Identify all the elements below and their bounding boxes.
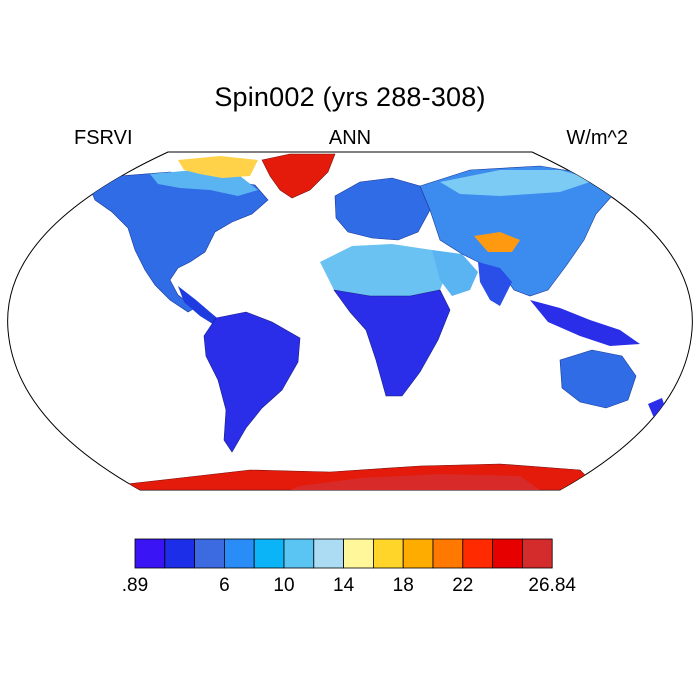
colorbar-box: [194, 538, 225, 569]
colorbar-box: [283, 538, 315, 569]
central-america: [178, 286, 222, 326]
arabia: [432, 250, 478, 296]
colorbar-box: [372, 538, 404, 569]
colorbar-box: [492, 538, 523, 569]
colorbar-box: [134, 538, 166, 569]
colorbar-box: [164, 538, 196, 569]
southeast-asia: [530, 300, 640, 346]
plot-title: Spin002 (yrs 288-308): [214, 82, 486, 112]
central-africa: [333, 289, 451, 397]
colorbar-box: [253, 538, 285, 569]
colorbar-box: [343, 538, 374, 569]
colorbar-tick-label: 14: [333, 575, 355, 596]
colorbar-tick-label: 26.84: [528, 575, 576, 596]
colorbar-box: [402, 538, 434, 569]
australia: [559, 349, 637, 409]
greenland: [261, 153, 336, 199]
india: [478, 262, 512, 306]
colorbar-tick-label: 10: [273, 575, 294, 596]
sahara: [320, 244, 448, 296]
colorbar-box: [522, 538, 553, 569]
colorbar-tick-label: .89: [122, 575, 148, 596]
south-america: [203, 311, 301, 453]
europe: [334, 177, 431, 241]
colorbar-tick-label: 22: [452, 575, 473, 596]
colorbar-tick-label: 18: [393, 575, 414, 596]
siberia-north: [440, 170, 596, 196]
variable-label: FSRVI: [74, 127, 133, 149]
colorbar-labels: .89 6 10 14 18 22 26.84: [122, 575, 577, 596]
canadian-archipelago: [178, 156, 258, 178]
tibet: [474, 232, 520, 252]
colorbar-box: [223, 538, 255, 569]
antarctic-interior: [290, 474, 540, 490]
colorbar-box: [432, 538, 464, 569]
season-label: ANN: [328, 127, 372, 149]
colorbar-box: [313, 538, 344, 569]
colorbar-box: [462, 538, 493, 569]
colorbar-boxes: [134, 538, 553, 569]
colorbar-tick-label: 6: [219, 575, 230, 596]
units-label: W/m^2: [566, 127, 628, 149]
